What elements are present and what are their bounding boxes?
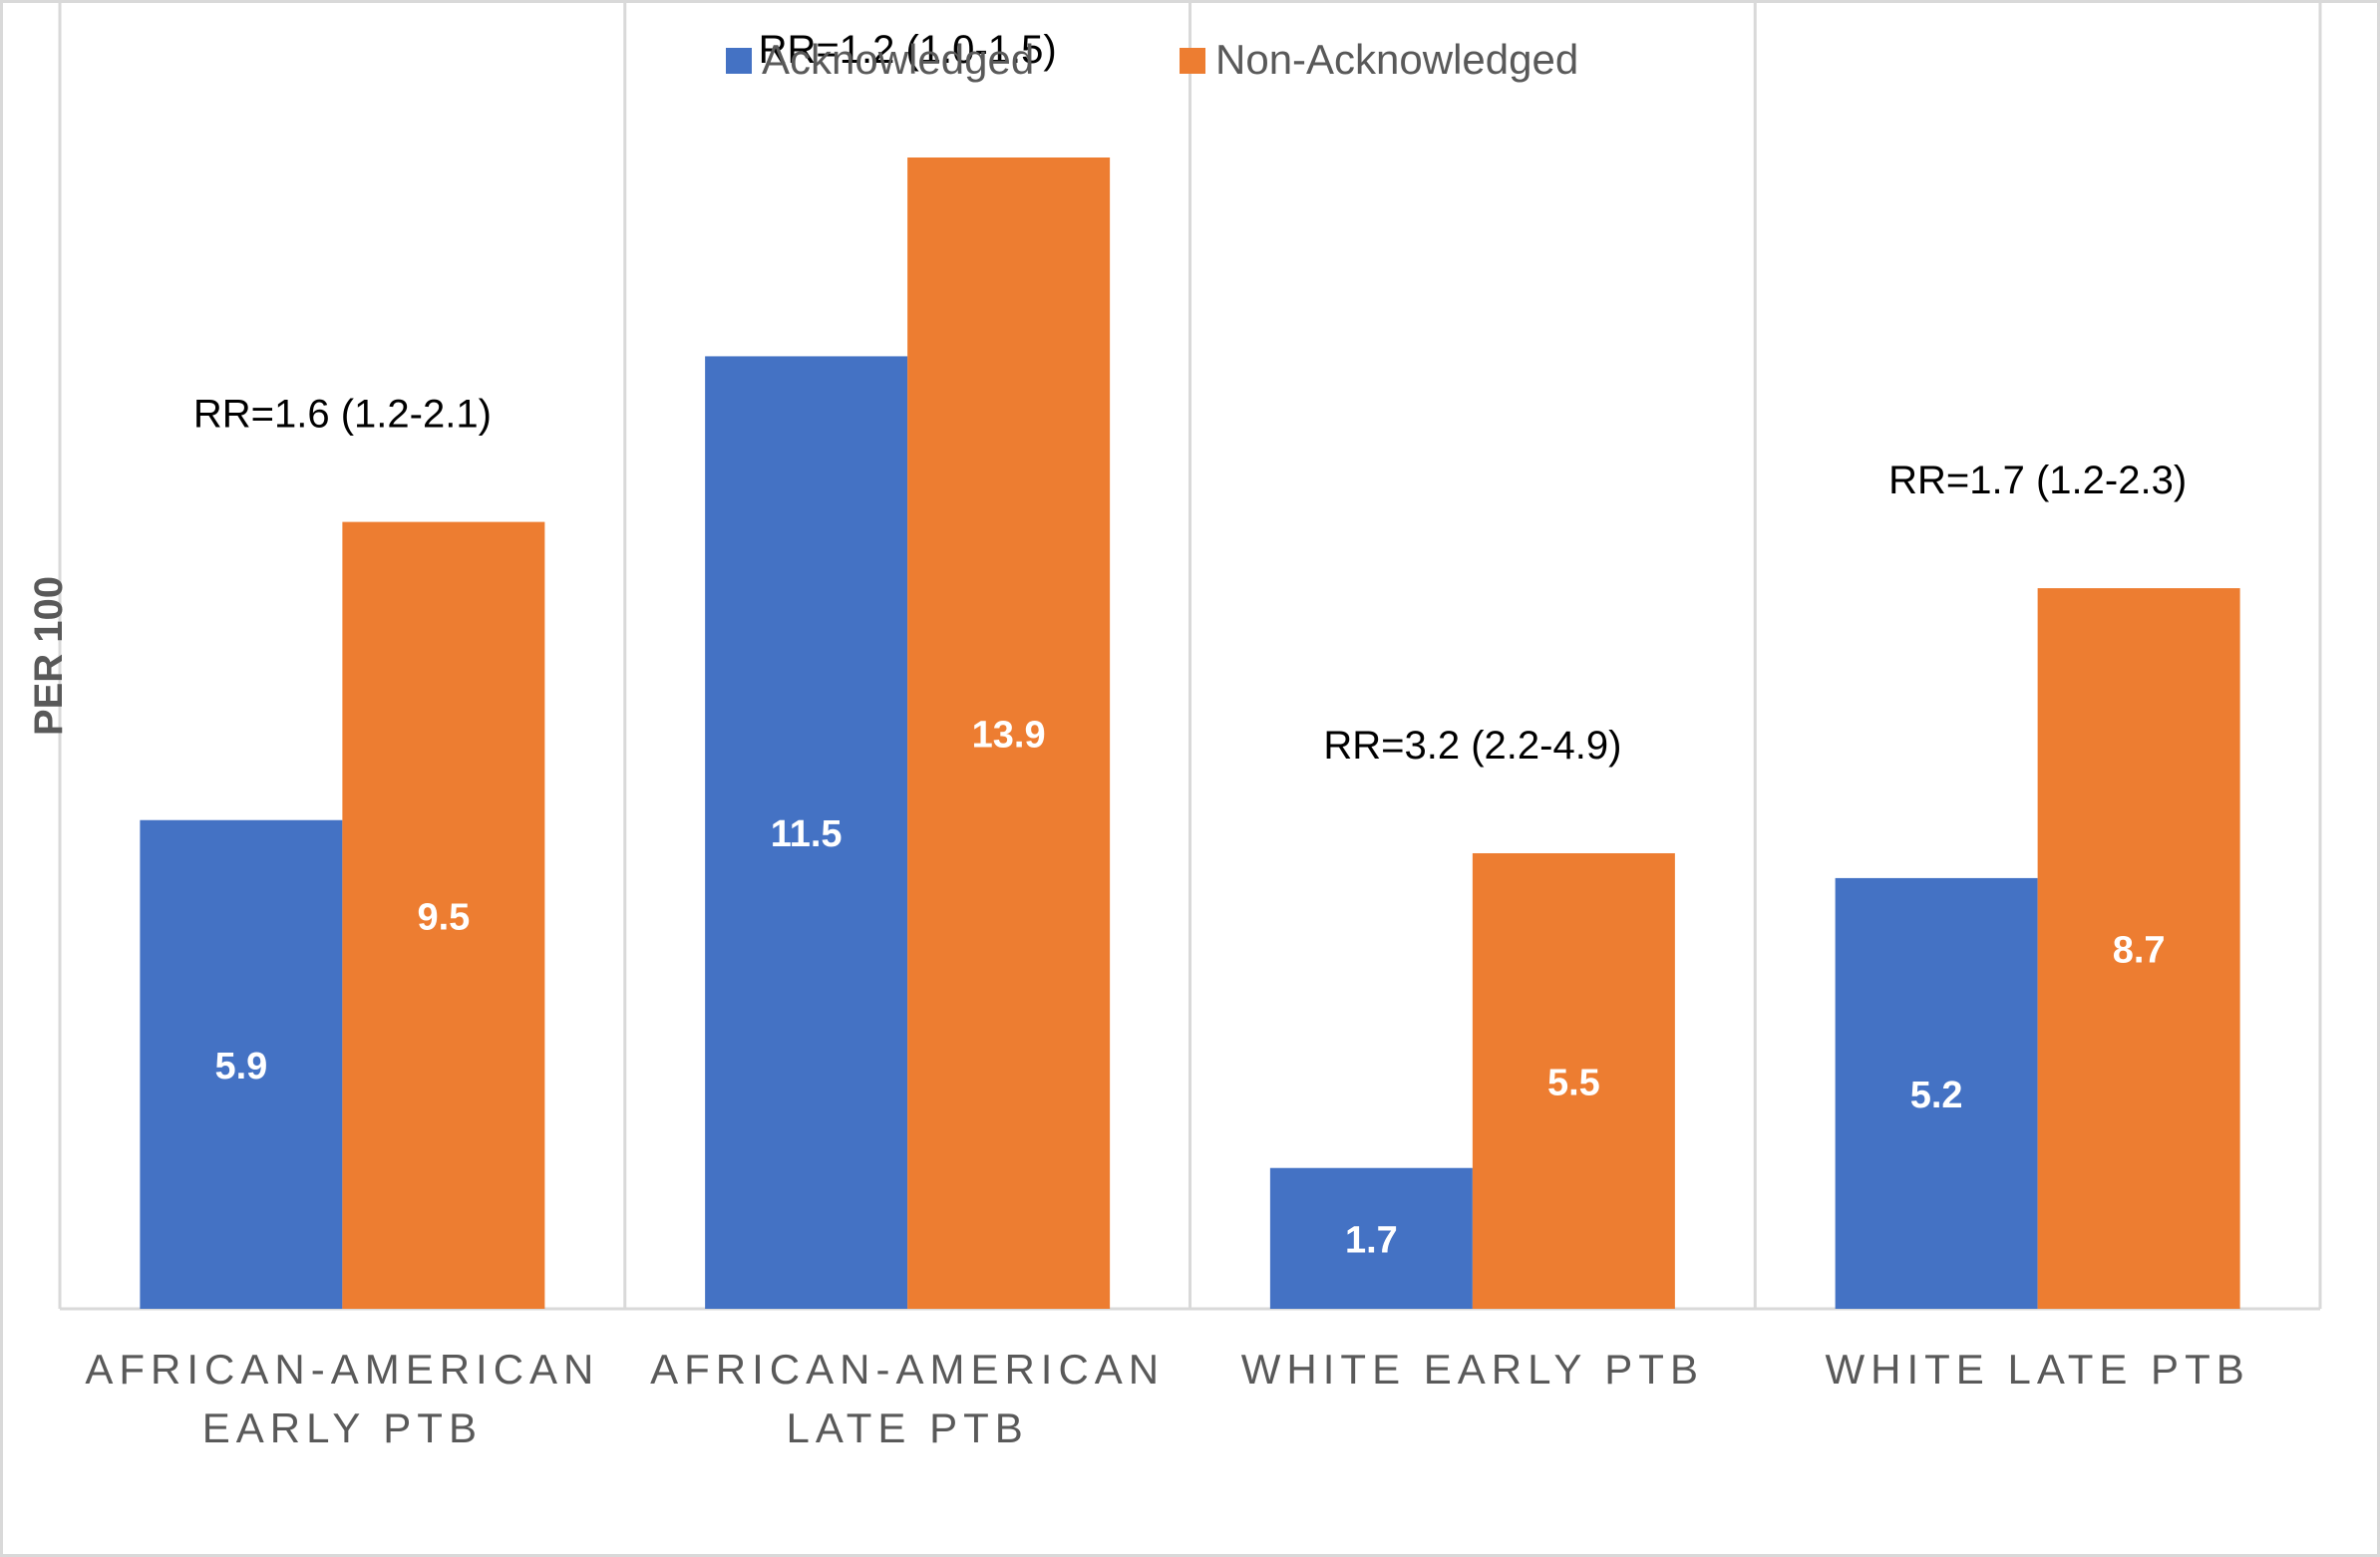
bar bbox=[705, 356, 908, 1310]
x-tick-label: WHITE EARLY PTB bbox=[1241, 1346, 1704, 1393]
rr-annotation: RR=1.7 (1.2-2.3) bbox=[1888, 459, 2187, 502]
legend-swatch bbox=[726, 48, 752, 74]
legend-swatch bbox=[1180, 48, 1205, 74]
x-tick-label: WHITE LATE PTB bbox=[1825, 1346, 2249, 1393]
bar-value-label: 5.2 bbox=[1910, 1075, 1963, 1116]
x-tick-label: AFRICAN-AMERICAN bbox=[85, 1346, 599, 1393]
rr-annotation: RR=1.6 (1.2-2.1) bbox=[193, 393, 492, 437]
bar bbox=[1835, 877, 2038, 1309]
bar-value-label: 5.9 bbox=[214, 1046, 267, 1088]
rr-annotation: RR=3.2 (2.2-4.9) bbox=[1323, 724, 1621, 768]
bar bbox=[907, 157, 1111, 1309]
bar-value-label: 1.7 bbox=[1345, 1219, 1398, 1261]
bar bbox=[1472, 852, 1675, 1309]
y-axis-label: PER 100 bbox=[27, 576, 71, 736]
x-tick-label: LATE PTB bbox=[786, 1404, 1028, 1451]
bar bbox=[2037, 588, 2240, 1309]
bar bbox=[140, 819, 343, 1309]
legend-label: Non-Acknowledged bbox=[1215, 36, 1578, 83]
bar-value-label: 11.5 bbox=[771, 813, 843, 855]
x-tick-label: AFRICAN-AMERICAN bbox=[650, 1346, 1165, 1393]
bar-value-label: 9.5 bbox=[417, 896, 470, 938]
rr-annotation: RR=1.2 (1.0-1.5) bbox=[759, 28, 1057, 72]
bar-value-label: 5.5 bbox=[1547, 1062, 1600, 1103]
bar bbox=[342, 521, 545, 1309]
x-tick-label: EARLY PTB bbox=[202, 1404, 483, 1451]
bar-value-label: 13.9 bbox=[972, 715, 1046, 757]
legend-label: Acknowledged bbox=[762, 36, 1034, 83]
bar bbox=[1269, 1167, 1473, 1309]
bar-value-label: 8.7 bbox=[2113, 930, 2166, 972]
